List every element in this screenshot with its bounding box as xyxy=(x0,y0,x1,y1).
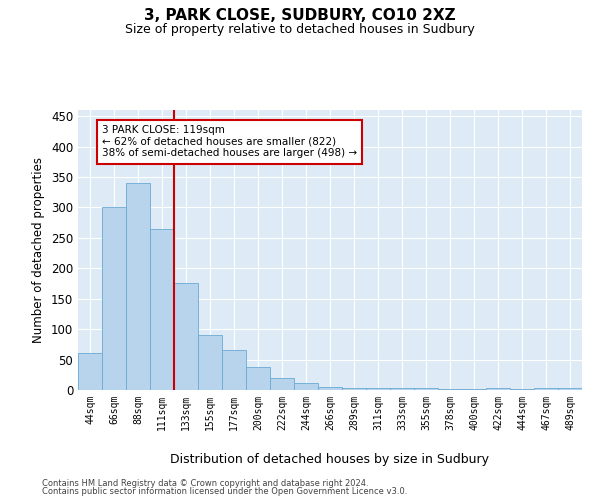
Text: Size of property relative to detached houses in Sudbury: Size of property relative to detached ho… xyxy=(125,22,475,36)
Bar xyxy=(198,335,222,390)
Text: 3 PARK CLOSE: 119sqm
← 62% of detached houses are smaller (822)
38% of semi-deta: 3 PARK CLOSE: 119sqm ← 62% of detached h… xyxy=(102,125,357,158)
Bar xyxy=(150,228,174,390)
Bar xyxy=(294,382,318,390)
Bar xyxy=(558,388,582,390)
Bar xyxy=(174,284,198,390)
Text: Contains public sector information licensed under the Open Government Licence v3: Contains public sector information licen… xyxy=(42,487,407,496)
Bar xyxy=(414,388,438,390)
Bar xyxy=(438,389,462,390)
Bar xyxy=(510,389,534,390)
Text: Distribution of detached houses by size in Sudbury: Distribution of detached houses by size … xyxy=(170,452,490,466)
Bar xyxy=(102,208,126,390)
Bar xyxy=(534,388,558,390)
Bar xyxy=(486,388,510,390)
Bar xyxy=(342,388,366,390)
Bar xyxy=(126,183,150,390)
Bar xyxy=(246,367,270,390)
Bar xyxy=(270,378,294,390)
Bar xyxy=(78,354,102,390)
Bar xyxy=(390,388,414,390)
Y-axis label: Number of detached properties: Number of detached properties xyxy=(32,157,46,343)
Bar xyxy=(318,387,342,390)
Bar xyxy=(366,388,390,390)
Text: Contains HM Land Registry data © Crown copyright and database right 2024.: Contains HM Land Registry data © Crown c… xyxy=(42,478,368,488)
Text: 3, PARK CLOSE, SUDBURY, CO10 2XZ: 3, PARK CLOSE, SUDBURY, CO10 2XZ xyxy=(144,8,456,22)
Bar xyxy=(462,389,486,390)
Bar xyxy=(222,350,246,390)
